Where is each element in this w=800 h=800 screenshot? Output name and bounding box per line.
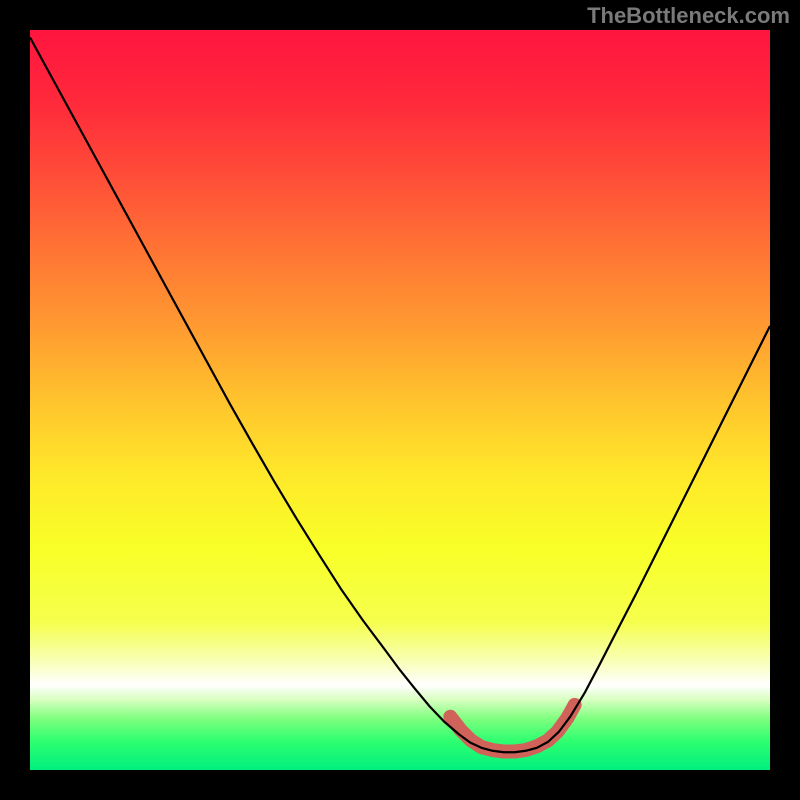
bottleneck-curve bbox=[30, 37, 770, 752]
highlight-marker-path bbox=[450, 705, 574, 752]
chart-container: TheBottleneck.com bbox=[0, 0, 800, 800]
plot-area bbox=[30, 30, 770, 770]
watermark-text: TheBottleneck.com bbox=[587, 3, 790, 29]
curve-overlay bbox=[30, 30, 770, 770]
